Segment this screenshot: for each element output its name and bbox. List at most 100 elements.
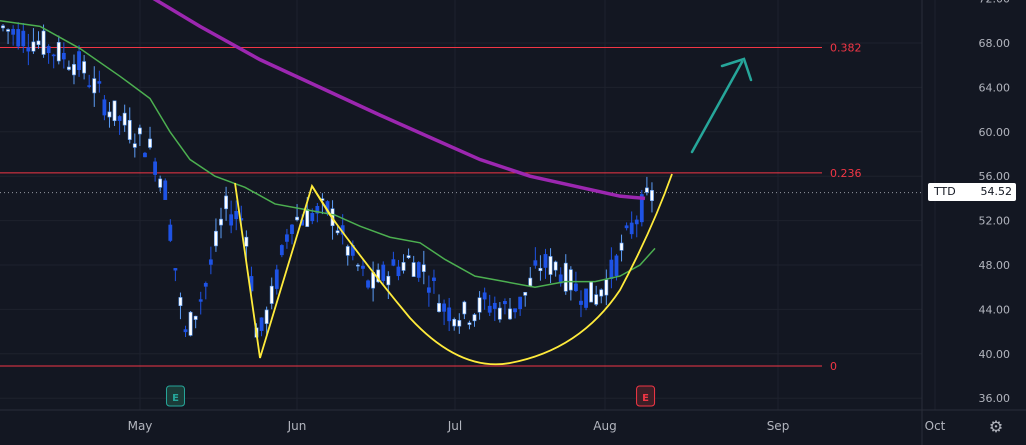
candle-body (229, 214, 234, 226)
candle-body (457, 320, 462, 327)
candle-body (107, 111, 112, 118)
y-tick-label: 52.00 (979, 215, 1011, 228)
candle-body (122, 112, 127, 126)
symbol-label: TTD (934, 185, 956, 198)
candle-body (335, 230, 340, 234)
candle-body (442, 303, 446, 312)
candle-body (650, 190, 654, 201)
fib-level-label: 0.236 (830, 167, 862, 180)
candle-body (426, 287, 431, 293)
candle-body (264, 309, 269, 324)
candle-body (381, 264, 386, 281)
candle-body (51, 54, 56, 57)
candle-body (295, 216, 299, 221)
candle-body (97, 81, 102, 84)
candle-body (644, 187, 649, 193)
candle-body (132, 143, 137, 148)
candle-body (158, 178, 163, 188)
ma-50-line (0, 20, 656, 288)
candle-body (21, 30, 26, 47)
candle-body (112, 100, 117, 122)
candle-body (624, 225, 629, 229)
candle-body (391, 259, 396, 266)
candle-body (584, 288, 588, 308)
candle-body (41, 30, 46, 55)
x-tick-label: Jun (287, 419, 307, 433)
candle-body (153, 161, 158, 175)
candle-body (203, 282, 208, 287)
candle-body (609, 259, 614, 279)
candle-body (477, 297, 482, 313)
candle-body (6, 29, 10, 32)
candle-body (513, 308, 517, 313)
candle-body (568, 269, 573, 291)
last-price-value: 54.52 (980, 185, 1013, 198)
candle-body (87, 85, 92, 87)
x-tick-label: Aug (593, 419, 616, 433)
candle-body (148, 138, 152, 148)
earnings-badge (165, 385, 185, 407)
candle-body (604, 279, 609, 296)
candle-body (310, 213, 315, 222)
candle-body (269, 285, 274, 304)
pattern-cup-curve (311, 173, 673, 366)
candle-body (594, 294, 599, 305)
candle-body (214, 230, 218, 247)
candle-body (639, 194, 644, 223)
candle-body (46, 46, 51, 53)
candle-body (143, 152, 147, 158)
candle-body (77, 51, 81, 71)
candle-body (538, 267, 543, 272)
candle-body (543, 254, 548, 268)
candle-body (361, 265, 365, 269)
candle-body (386, 275, 391, 286)
candle-body (244, 236, 249, 247)
earnings-badge (636, 385, 656, 407)
candle-body (437, 302, 441, 312)
candle-body (274, 269, 279, 289)
candle-body (492, 302, 497, 309)
candle-body (127, 120, 132, 140)
candle-body (528, 277, 533, 287)
candle-body (1, 25, 5, 29)
candles-group (1, 22, 654, 338)
candle-body (82, 61, 87, 74)
candle-body (163, 180, 168, 200)
candle-body (173, 268, 178, 271)
candle-body (315, 206, 320, 214)
candle-body (188, 311, 193, 336)
candle-body (92, 78, 97, 94)
candle-body (355, 264, 360, 267)
candle-body (563, 262, 568, 292)
x-tick-label: Sep (767, 419, 790, 433)
y-tick-label: 40.00 (979, 348, 1011, 361)
candle-body (579, 300, 583, 305)
gear-icon[interactable]: ⚙ (988, 417, 1004, 436)
candle-body (574, 283, 578, 291)
candle-body (599, 289, 604, 297)
y-tick-label: 56.00 (979, 170, 1011, 183)
x-tick-label: Jul (447, 419, 462, 433)
last-price-label: TTD 54.52 (928, 183, 1016, 201)
candle-body (102, 99, 107, 116)
candle-body (16, 29, 21, 47)
candle-body (285, 234, 289, 242)
ma-200-line (152, 0, 646, 201)
arrow-shaft (690, 60, 744, 154)
y-tick-label: 64.00 (979, 81, 1011, 94)
candle-body (198, 299, 203, 302)
candle-body (279, 245, 284, 256)
earnings-badge-label: E (642, 393, 649, 404)
y-tick-label: 68.00 (979, 37, 1011, 50)
candle-body (183, 329, 188, 333)
candle-body (462, 301, 467, 315)
candle-body (305, 208, 310, 227)
candle-body (467, 322, 472, 325)
fib-level-label: 0.382 (830, 41, 862, 54)
candle-body (634, 219, 639, 225)
candle-body (523, 292, 528, 296)
candle-body (447, 307, 452, 322)
y-tick-label: 36.00 (979, 392, 1011, 405)
